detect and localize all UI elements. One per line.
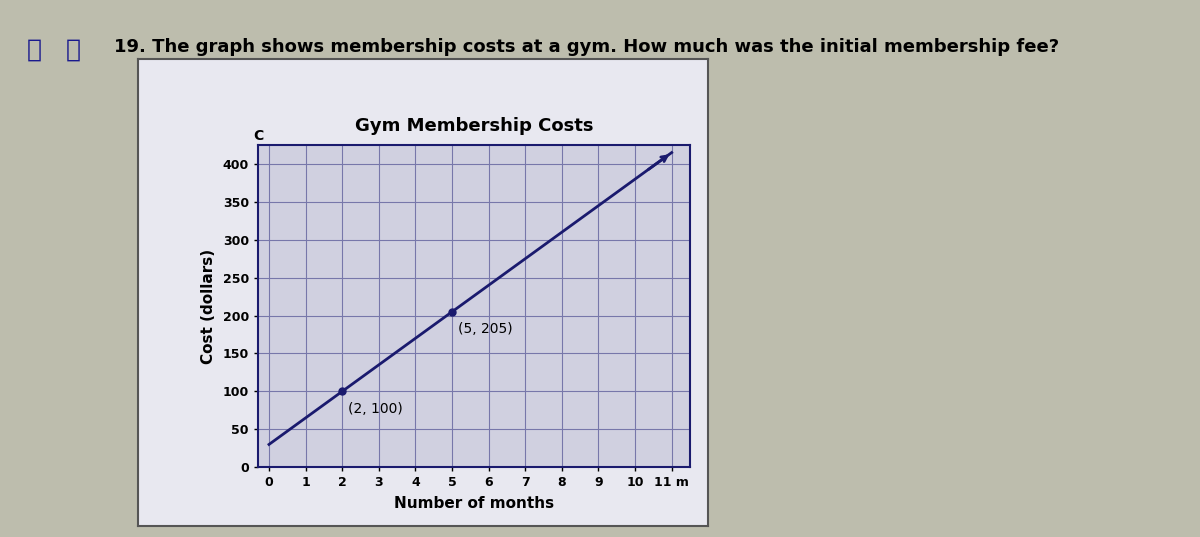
Text: (2, 100): (2, 100) — [348, 402, 402, 416]
X-axis label: Number of months: Number of months — [394, 496, 554, 511]
Text: (5, 205): (5, 205) — [457, 322, 512, 336]
Text: C: C — [253, 129, 263, 143]
Text: ⦑: ⦑ — [26, 38, 41, 62]
Text: ⦒: ⦒ — [66, 38, 82, 62]
Text: 19. The graph shows membership costs at a gym. How much was the initial membersh: 19. The graph shows membership costs at … — [114, 38, 1060, 56]
Y-axis label: Cost (dollars): Cost (dollars) — [200, 249, 216, 364]
Title: Gym Membership Costs: Gym Membership Costs — [355, 117, 593, 135]
